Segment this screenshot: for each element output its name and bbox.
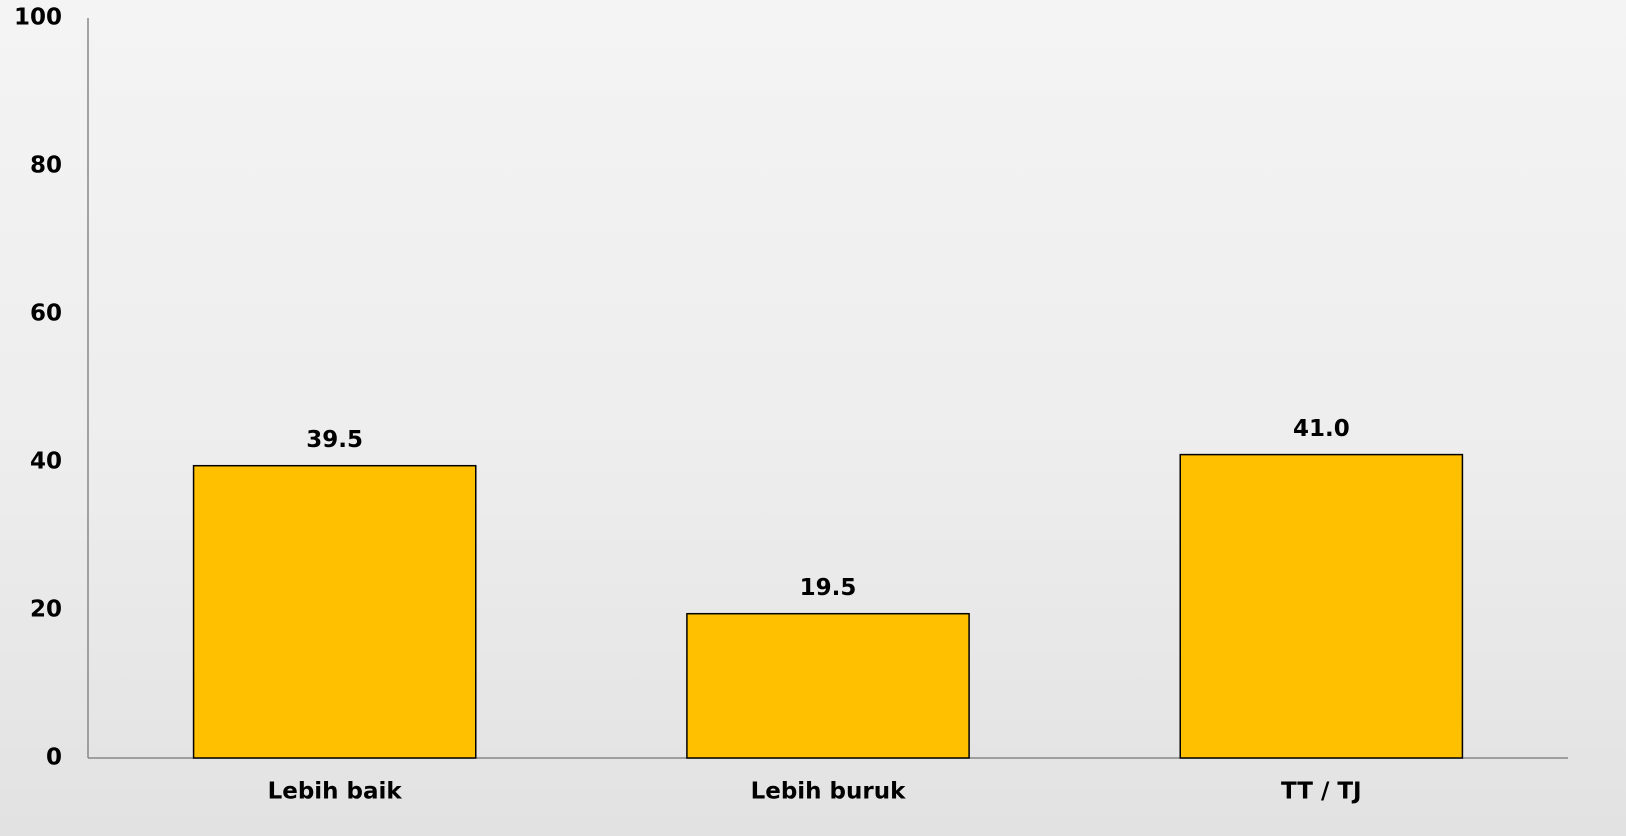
bar	[687, 614, 969, 758]
y-tick-label: 100	[14, 5, 62, 31]
y-tick-label: 40	[30, 449, 62, 475]
y-tick-label: 0	[46, 745, 62, 771]
x-tick-label: Lebih buruk	[751, 779, 907, 805]
data-label: 41.0	[1293, 416, 1350, 442]
chart: 0 20 40 60 80 100 Lebih baik 39.5 Lebih buruk 19.…	[0, 0, 1626, 836]
y-tick-label: 60	[30, 301, 62, 327]
bar	[1180, 455, 1462, 758]
y-tick-label: 20	[30, 597, 62, 623]
x-tick-label: TT / TJ	[1281, 779, 1362, 805]
data-label: 19.5	[800, 575, 857, 601]
y-tick-label: 80	[30, 153, 62, 179]
data-label: 39.5	[306, 427, 363, 453]
x-tick-label: Lebih baik	[268, 779, 403, 805]
bar	[194, 466, 476, 758]
page: 0 20 40 60 80 100 Lebih baik 39.5 Lebih buruk 19.…	[0, 0, 1626, 836]
